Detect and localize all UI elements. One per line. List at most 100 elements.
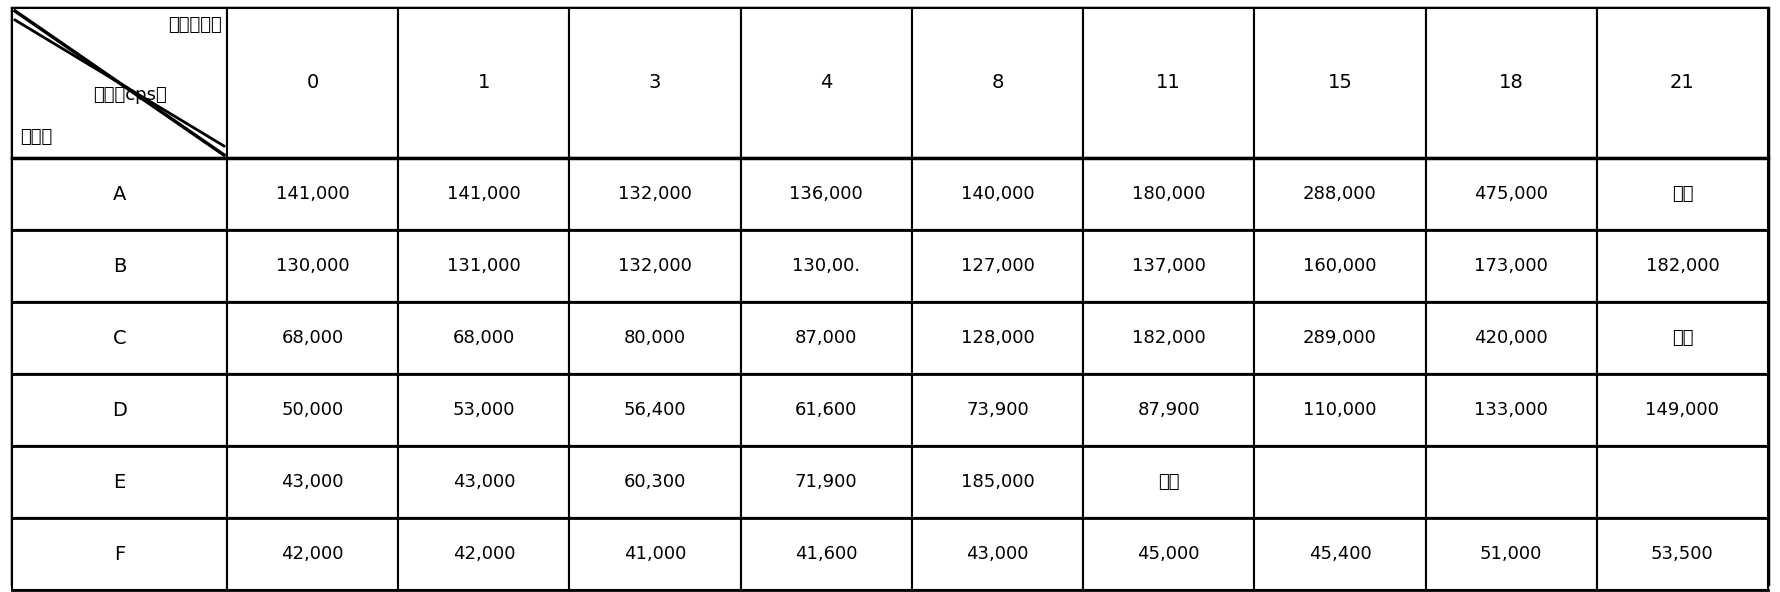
Bar [911,446,1082,518]
Bar [228,158,399,230]
Text: B: B [112,256,126,275]
Bar [911,518,1082,590]
Bar [1426,8,1597,158]
Text: 73,900: 73,900 [967,401,1029,419]
Bar [740,158,911,230]
Text: 131,000: 131,000 [447,257,522,275]
Bar [1082,374,1255,446]
Bar [228,230,399,302]
Text: E: E [114,472,126,491]
Bar [1082,518,1255,590]
Bar [740,518,911,590]
Bar [12,374,228,446]
Text: 凝胶: 凝胶 [1671,185,1693,203]
Bar [740,446,911,518]
Bar [228,302,399,374]
Bar [911,302,1082,374]
Text: 时间（天）: 时间（天） [169,16,222,34]
Bar [1255,302,1426,374]
Bar [740,302,911,374]
Text: 71,900: 71,900 [796,473,858,491]
Text: 141,000: 141,000 [447,185,522,203]
Bar [1255,446,1426,518]
Text: 4: 4 [821,73,833,92]
Bar [570,158,740,230]
Text: 42,000: 42,000 [281,545,344,563]
Bar [1597,518,1768,590]
Bar [399,518,570,590]
Bar [1597,374,1768,446]
Bar [570,446,740,518]
Text: 凝胶: 凝胶 [1159,473,1180,491]
Text: 60,300: 60,300 [623,473,687,491]
Bar [1426,374,1597,446]
Bar [1597,446,1768,518]
Bar [570,302,740,374]
Bar [1597,302,1768,374]
Text: 180,000: 180,000 [1132,185,1205,203]
Text: 182,000: 182,000 [1645,257,1719,275]
Bar [911,158,1082,230]
Text: 42,000: 42,000 [452,545,514,563]
Bar [740,374,911,446]
Bar [1597,230,1768,302]
Bar [399,446,570,518]
Text: 43,000: 43,000 [967,545,1029,563]
Text: 68,000: 68,000 [281,329,344,347]
Text: 141,000: 141,000 [276,185,349,203]
Bar [12,446,228,518]
Text: 53,500: 53,500 [1652,545,1714,563]
Text: 61,600: 61,600 [796,401,858,419]
Bar [399,302,570,374]
Bar [228,518,399,590]
Text: 68,000: 68,000 [452,329,514,347]
Bar [570,230,740,302]
Text: 56,400: 56,400 [623,401,687,419]
Bar [1426,302,1597,374]
Text: 53,000: 53,000 [452,401,514,419]
Bar [1255,518,1426,590]
Bar [399,158,570,230]
Text: 41,600: 41,600 [796,545,858,563]
Text: 475,000: 475,000 [1474,185,1549,203]
Bar [740,8,911,158]
Text: 18: 18 [1499,73,1524,92]
Text: 51,000: 51,000 [1479,545,1541,563]
Text: 1: 1 [477,73,490,92]
Bar [399,230,570,302]
Bar [570,518,740,590]
Bar [570,374,740,446]
Text: 粠度（cps）: 粠度（cps） [93,86,167,104]
Bar [1426,446,1597,518]
Bar [1082,8,1255,158]
Text: 173,000: 173,000 [1474,257,1549,275]
Bar [1597,158,1768,230]
Bar [1082,158,1255,230]
Text: 11: 11 [1157,73,1182,92]
Text: F: F [114,545,125,564]
Text: 127,000: 127,000 [961,257,1034,275]
Text: 288,000: 288,000 [1303,185,1376,203]
Bar [1426,230,1597,302]
Text: 45,000: 45,000 [1137,545,1200,563]
Text: 凝胶: 凝胶 [1671,329,1693,347]
Text: 130,00.: 130,00. [792,257,860,275]
Text: 110,000: 110,000 [1303,401,1376,419]
Text: 289,000: 289,000 [1303,329,1378,347]
Text: 41,000: 41,000 [623,545,687,563]
Bar [1597,8,1768,158]
Text: 420,000: 420,000 [1474,329,1549,347]
Bar [911,230,1082,302]
Bar [1255,230,1426,302]
Bar [1426,518,1597,590]
Text: 45,400: 45,400 [1308,545,1371,563]
Bar [12,518,228,590]
Bar [1082,302,1255,374]
Bar [12,8,228,158]
Bar [740,230,911,302]
Bar [1255,374,1426,446]
Text: 132,000: 132,000 [618,185,692,203]
Text: 149,000: 149,000 [1645,401,1719,419]
Bar [1255,8,1426,158]
Text: 21: 21 [1670,73,1695,92]
